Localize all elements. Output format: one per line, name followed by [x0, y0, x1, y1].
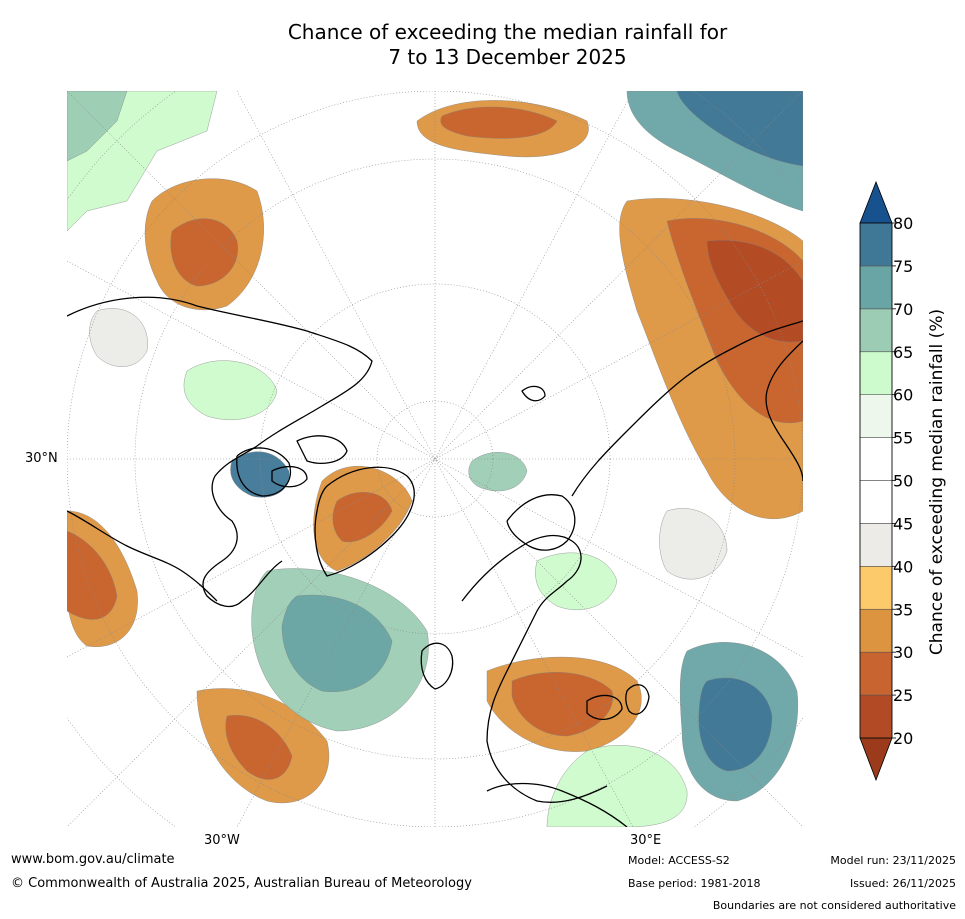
disclaimer-text: Boundaries are not considered authoritat… [712, 899, 956, 912]
colorbar-bin-1 [859, 651, 893, 696]
base-period-text: Base period: 1981-2018 [628, 877, 761, 890]
coast-asia-east [765, 340, 803, 482]
field-scandinavia-moist [468, 452, 528, 492]
colorbar: 20 25 30 35 40 45 50 55 60 65 70 75 80 Chance of exc… [855, 180, 965, 790]
field-asia-neutral [659, 508, 728, 580]
meridian-d [67, 91, 803, 827]
lon-label-30w: 30°W [204, 833, 240, 848]
field-southasia-wet-core [698, 677, 773, 772]
colorbar-tick-label-10: 70 [893, 300, 913, 319]
colorbar-bin-2 [859, 608, 893, 653]
colorbar-bin-11 [859, 222, 893, 267]
probability-fields [67, 91, 803, 827]
colorbar-tick-label-11: 75 [893, 257, 913, 276]
colorbar-under-triangle [859, 737, 893, 782]
colorbar-tick-label-3: 35 [893, 600, 913, 619]
colorbar-ticks: 20 25 30 35 40 45 50 55 60 65 70 75 80 [892, 214, 913, 748]
coast-north-america-west [67, 510, 218, 602]
colorbar-tick-label-12: 80 [893, 214, 913, 233]
colorbar-bin-5 [859, 480, 893, 524]
lat-label-30n: 30°N [25, 451, 58, 466]
field-atlantic-wet-core [281, 594, 393, 692]
colorbar-bin-10 [859, 265, 893, 310]
coast-svalbard [521, 385, 546, 402]
map-title-line1: Chance of exceeding the median rainfall … [287, 20, 728, 44]
coast-caspian [625, 684, 650, 715]
colorbar-canvas: 20 25 30 35 40 45 50 55 60 65 70 75 80 Chance of exc… [859, 180, 947, 782]
field-greenland-dry-core [332, 492, 393, 543]
colorbar-tick-label-8: 60 [893, 386, 913, 405]
coast-canadian-archipelago [271, 435, 348, 488]
model-run-text: Model run: 23/11/2025 [830, 854, 956, 867]
field-pacific-neutral [89, 308, 148, 367]
field-canada-moist [183, 360, 278, 420]
map-canvas [67, 91, 803, 827]
issued-text: Issued: 26/11/2025 [849, 877, 956, 890]
field-pacific-sw-dry-core [225, 715, 293, 780]
coast-uk [420, 642, 454, 690]
model-text: Model: ACCESS-S2 [628, 854, 730, 867]
field-siberia-dry-core [706, 240, 803, 343]
field-hudsonbay-wet [230, 451, 290, 498]
parallel-40n [134, 158, 736, 760]
colorbar-bin-6 [859, 437, 893, 481]
coast-europe [461, 534, 608, 803]
colorbar-tick-label-2: 30 [893, 643, 913, 662]
coast-north-america [67, 296, 373, 608]
field-northpacific-teal [67, 91, 128, 162]
copyright-text: © Commonwealth of Australia 2025, Austra… [11, 876, 472, 891]
field-northeast-wet-core [676, 91, 803, 167]
meridian-c [67, 91, 803, 827]
map-title: Chance of exceeding the median rainfall … [0, 20, 965, 70]
field-arctic-dry-core [440, 106, 558, 139]
colorbar-bin-3 [859, 566, 893, 610]
lon-label-30e: 30°E [630, 833, 662, 848]
colorbar-bin-4 [859, 523, 893, 567]
probability-map [67, 91, 803, 827]
colorbar-bin-0 [859, 694, 893, 739]
website-link[interactable]: www.bom.gov.au/climate [11, 852, 175, 867]
meridian-h [67, 260, 803, 658]
coast-black-sea [586, 694, 623, 720]
colorbar-over-triangle [859, 180, 893, 224]
colorbar-tick-label-9: 65 [893, 343, 913, 362]
colorbar-bin-8 [859, 351, 893, 395]
colorbar-bin-7 [859, 394, 893, 438]
field-alaska-dry-core [170, 218, 238, 287]
colorbar-bins [859, 180, 893, 782]
colorbar-tick-label-6: 50 [893, 472, 913, 491]
colorbar-tick-label-7: 55 [893, 429, 913, 448]
graticule [67, 91, 803, 827]
colorbar-tick-label-0: 20 [893, 729, 913, 748]
map-title-line2: 7 to 13 December 2025 [388, 45, 627, 69]
colorbar-bin-9 [859, 308, 893, 353]
colorbar-tick-label-4: 40 [893, 557, 913, 576]
colorbar-tick-label-5: 45 [893, 514, 913, 533]
colorbar-tick-label-1: 25 [893, 686, 913, 705]
coast-scandinavia [506, 494, 576, 551]
colorbar-label: Chance of exceeding median rainfall (%) [927, 309, 947, 655]
coastlines [67, 296, 803, 827]
coast-mediterranean [486, 782, 628, 827]
coast-hudson-bay [236, 447, 292, 497]
field-arabia-moist [546, 745, 688, 827]
field-europe-dry-core [511, 672, 613, 737]
coast-greenland [314, 466, 415, 577]
coast-eurasia-north [571, 320, 803, 497]
field-eurasia-moist [535, 552, 618, 610]
field-pacific-dry-core [67, 530, 118, 620]
